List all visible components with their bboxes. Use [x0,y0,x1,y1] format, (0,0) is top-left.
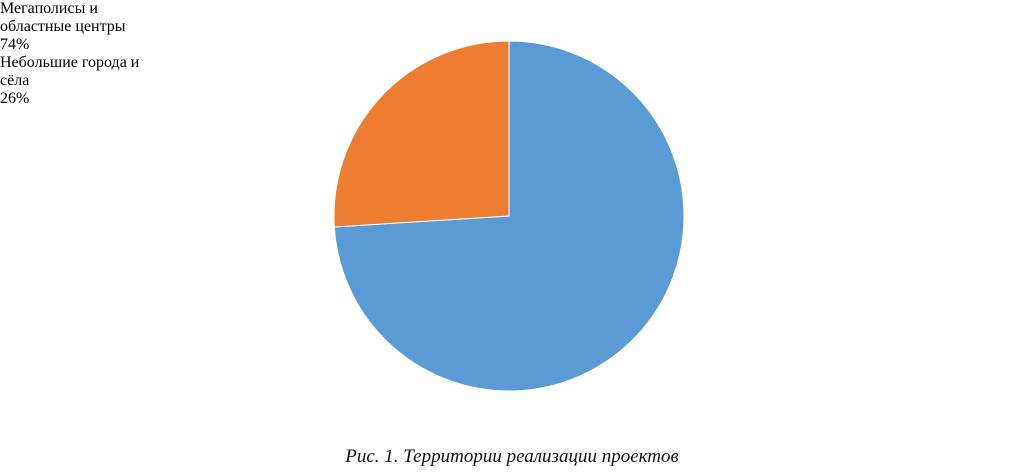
slice-label: Небольшие города и сёла 26% [0,54,140,108]
pie-slice [333,40,510,228]
chart [333,40,685,392]
caption: Рис. 1. Территории реализации проектов [345,446,679,467]
value-label: 74% [0,36,30,53]
slice-label: Мегаполисы и областные центры 74% [0,0,150,54]
category-label: Небольшие города и сёла [0,54,140,89]
category-label: Мегаполисы и областные центры [0,0,126,35]
value-label: 26% [0,90,30,107]
